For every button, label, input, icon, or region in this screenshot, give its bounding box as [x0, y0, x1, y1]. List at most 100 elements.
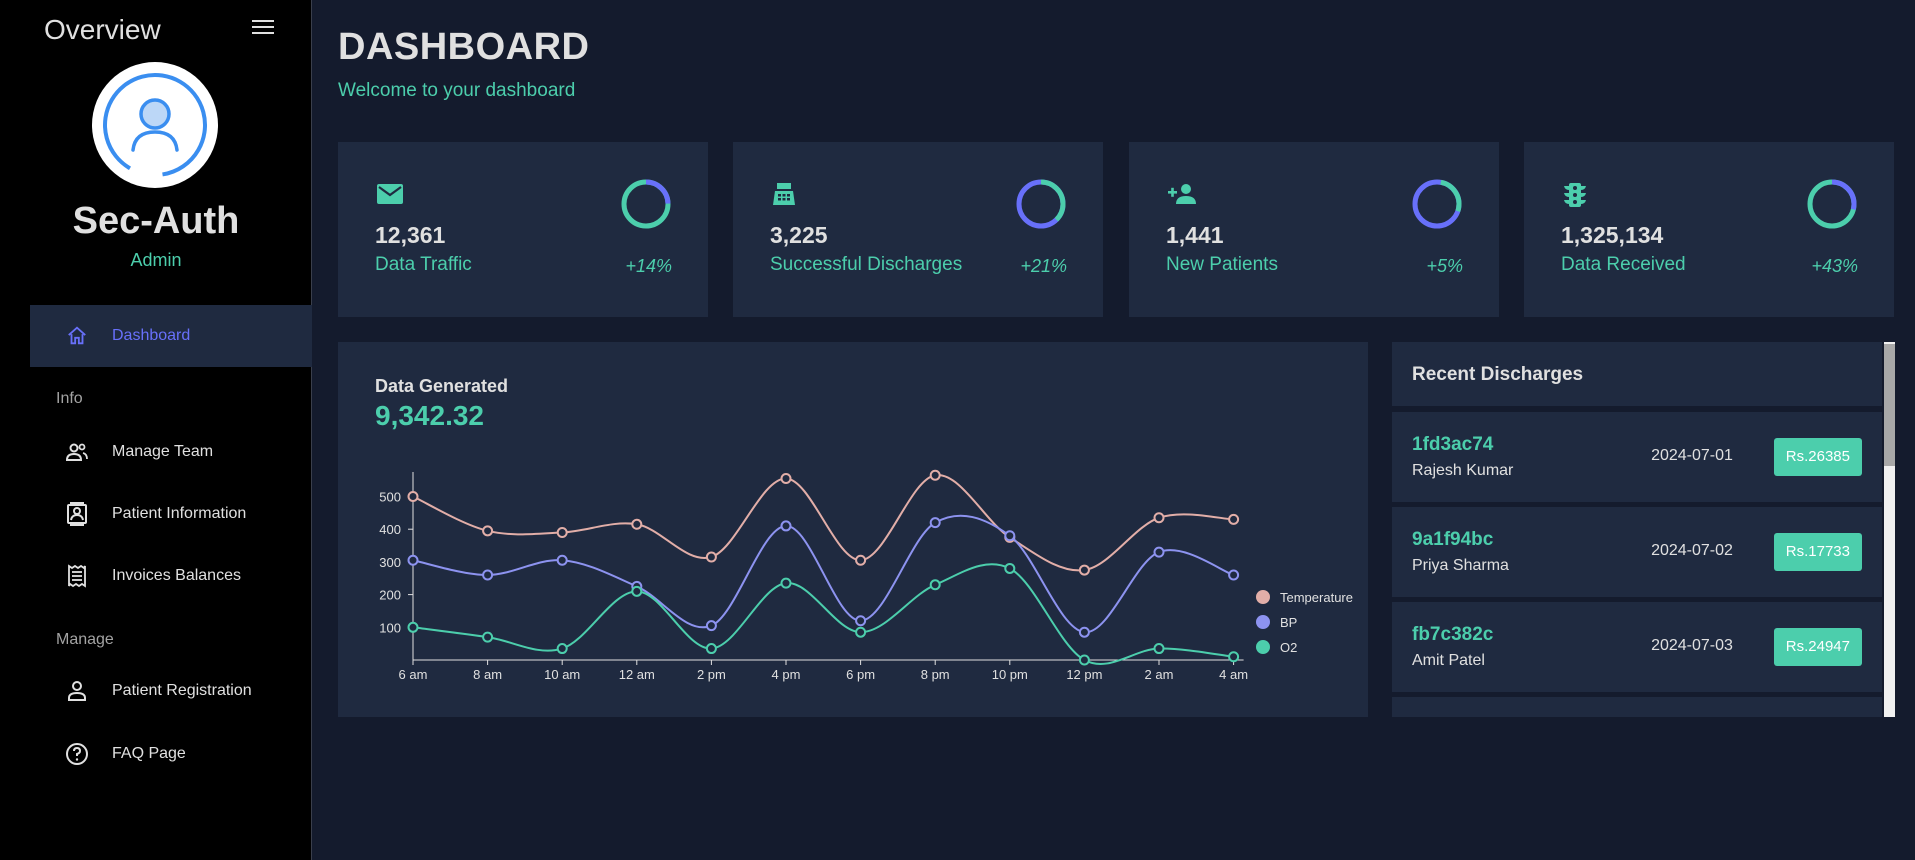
- discharge-amount-badge[interactable]: Rs.24947: [1773, 628, 1862, 666]
- series-line-temperature: [412, 474, 1234, 572]
- scrollbar-track[interactable]: [1884, 342, 1895, 717]
- sidebar-item-label: FAQ Page: [112, 745, 186, 762]
- data-point-o2: [631, 585, 643, 597]
- sidebar-item-faq[interactable]: FAQ Page: [30, 723, 312, 785]
- people-icon: [64, 439, 90, 465]
- y-tick-label: 400: [379, 522, 401, 537]
- progress-ring: [1806, 178, 1858, 230]
- page-subtitle: Welcome to your dashboard: [338, 80, 576, 101]
- data-point-bp: [780, 520, 792, 532]
- discharge-patient-name: Priya Sharma: [1412, 557, 1509, 574]
- data-point-o2: [556, 643, 568, 655]
- data-point-temperature: [705, 551, 717, 563]
- stat-increase: +21%: [1020, 256, 1067, 276]
- data-point-temperature: [631, 518, 643, 530]
- discharge-row: 1fd3ac74 Rajesh Kumar 2024-07-01 Rs.2638…: [1392, 412, 1882, 502]
- stat-value: 3,225: [770, 222, 828, 248]
- y-tick-label: 100: [379, 620, 401, 635]
- sidebar: Overview Sec-Auth Admin Dashboard Info M…: [0, 0, 312, 860]
- data-point-o2: [482, 631, 494, 643]
- stat-increase: +43%: [1811, 256, 1858, 276]
- user-name: Sec-Auth: [72, 200, 240, 242]
- data-point-temperature: [855, 554, 867, 566]
- progress-ring: [1015, 178, 1067, 230]
- discharge-amount-badge[interactable]: Rs.17733: [1773, 533, 1862, 571]
- data-point-bp: [705, 620, 717, 632]
- stat-card-data-received: 1,325,134 Data Received +43%: [1524, 142, 1894, 317]
- chart-title: Data Generated: [375, 376, 509, 396]
- data-point-o2: [407, 621, 419, 633]
- sidebar-item-dashboard[interactable]: Dashboard: [30, 305, 312, 367]
- person-icon: [64, 678, 90, 704]
- data-point-bp: [1153, 546, 1165, 558]
- discharge-row: fb7c382c Amit Patel 2024-07-03 Rs.24947: [1392, 602, 1882, 692]
- data-point-o2: [1078, 654, 1090, 666]
- x-tick-label: 4 am: [1219, 667, 1248, 682]
- data-point-o2: [780, 577, 792, 589]
- data-point-o2: [929, 579, 941, 591]
- data-point-o2: [705, 643, 717, 655]
- discharge-amount-badge[interactable]: Rs.26385: [1773, 438, 1862, 476]
- data-point-temperature: [407, 491, 419, 502]
- sidebar-item-patient-registration[interactable]: Patient Registration: [30, 660, 312, 722]
- discharge-date: 2024-07-01: [1651, 447, 1733, 464]
- x-tick-label: 4 pm: [772, 667, 801, 682]
- stat-card-data-traffic: 12,361 Data Traffic +14%: [338, 142, 708, 317]
- discharge-patient-name: Rajesh Kumar: [1412, 462, 1514, 479]
- stat-label: Successful Discharges: [770, 254, 963, 275]
- stat-value: 1,441: [1166, 222, 1224, 248]
- line-chart: 100 200 300 400 500 6 am 8 am 10 am 12 am 2 pm 4 p…: [379, 469, 1353, 682]
- stat-label: New Patients: [1166, 254, 1278, 275]
- chart-card: Data Generated 9,342.32 100 200 300 400 500 6…: [338, 342, 1368, 717]
- data-point-bp: [1004, 530, 1016, 542]
- discharge-patient-name: Amit Patel: [1412, 652, 1485, 669]
- sidebar-item-label: Patient Registration: [112, 682, 252, 699]
- y-tick-label: 300: [379, 555, 401, 570]
- x-tick-label: 2 am: [1145, 667, 1174, 682]
- discharge-date: 2024-07-02: [1651, 542, 1733, 559]
- x-tick-label: 8 pm: [921, 667, 950, 682]
- legend-label-temperature: Temperature: [1280, 590, 1353, 605]
- user-role: Admin: [130, 250, 182, 270]
- y-tick-label: 200: [379, 588, 401, 603]
- menu-icon[interactable]: [252, 20, 274, 38]
- data-point-bp: [855, 615, 867, 627]
- sidebar-item-invoices-balances[interactable]: Invoices Balances: [30, 545, 312, 607]
- recent-discharges-panel: Recent Discharges 1fd3ac74 Rajesh Kumar …: [1392, 342, 1897, 717]
- x-tick-label: 10 pm: [992, 667, 1028, 682]
- nav-section-info: Info: [56, 390, 83, 407]
- stat-value: 12,361: [375, 222, 446, 248]
- discharge-id: 1fd3ac74: [1412, 434, 1494, 455]
- progress-ring: [620, 178, 672, 230]
- data-point-bp: [1228, 569, 1240, 581]
- discharges-title: Recent Discharges: [1412, 364, 1584, 385]
- data-point-temperature: [780, 473, 792, 485]
- stat-card-discharges: 3,225 Successful Discharges +21%: [733, 142, 1103, 317]
- home-icon: [64, 323, 90, 349]
- data-point-o2: [855, 626, 867, 638]
- sidebar-item-patient-information[interactable]: Patient Information: [30, 483, 312, 545]
- discharge-date: 2024-07-03: [1651, 637, 1733, 654]
- user-avatar-icon: [103, 73, 207, 177]
- data-point-temperature: [1228, 513, 1240, 525]
- sidebar-title: Overview: [44, 14, 161, 45]
- data-point-bp: [1078, 626, 1090, 638]
- x-tick-label: 10 am: [544, 667, 580, 682]
- help-icon: [64, 741, 90, 767]
- legend-label-o2: O2: [1280, 640, 1297, 655]
- data-point-bp: [407, 554, 419, 566]
- data-point-temperature: [1078, 564, 1090, 576]
- discharges-header: Recent Discharges: [1392, 342, 1882, 406]
- sidebar-item-manage-team[interactable]: Manage Team: [30, 421, 312, 483]
- data-point-temperature: [556, 526, 568, 538]
- legend-marker-bp: [1256, 615, 1270, 629]
- data-point-temperature: [929, 469, 941, 481]
- point-of-sale-icon: [771, 182, 797, 208]
- stat-value: 1,325,134: [1561, 222, 1664, 248]
- avatar: [92, 62, 218, 188]
- stat-increase: +14%: [625, 256, 672, 276]
- scrollbar-thumb[interactable]: [1884, 344, 1895, 466]
- discharge-id: fb7c382c: [1412, 624, 1494, 645]
- page-title: DASHBOARD: [338, 26, 590, 68]
- nav-section-manage: Manage: [56, 631, 114, 648]
